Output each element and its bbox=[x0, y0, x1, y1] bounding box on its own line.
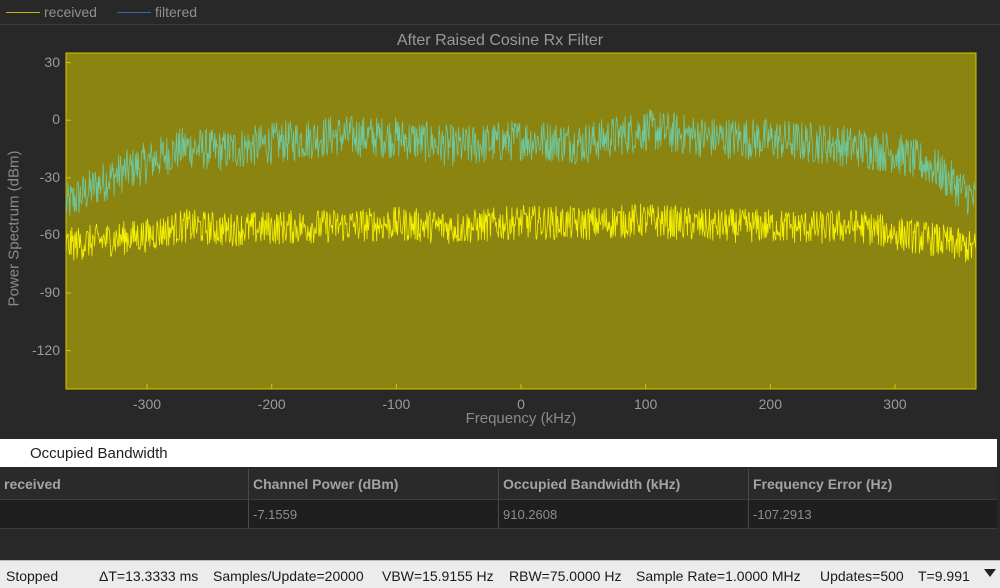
column-header-channel-power[interactable]: Channel Power (dBm) bbox=[248, 469, 498, 499]
table-row[interactable]: -7.1559 910.2608 -107.2913 bbox=[0, 500, 997, 529]
y-tick-label: -60 bbox=[39, 226, 60, 243]
legend-swatch-filtered bbox=[117, 11, 151, 13]
measurement-panel-title: Occupied Bandwidth bbox=[30, 445, 168, 462]
status-updates: Updates=500 bbox=[820, 568, 904, 584]
legend-swatch-received bbox=[6, 11, 40, 13]
status-sample-rate: Sample Rate=1.0000 MHz bbox=[636, 568, 801, 584]
x-tick-label: -200 bbox=[257, 396, 286, 412]
legend-label-filtered: filtered bbox=[155, 4, 198, 20]
status-dropdown-icon[interactable] bbox=[984, 569, 996, 577]
cell-channel-power: -7.1559 bbox=[248, 500, 498, 528]
measurement-table: received Channel Power (dBm) Occupied Ba… bbox=[0, 469, 997, 529]
series-line-filtered bbox=[65, 109, 977, 217]
status-state: Stopped bbox=[6, 568, 59, 584]
status-bar: Stopped ΔT=13.3333 ms Samples/Update=200… bbox=[0, 560, 1000, 588]
legend-item-filtered[interactable]: filtered bbox=[117, 4, 197, 20]
x-axis-label: Frequency (kHz) bbox=[465, 410, 577, 427]
y-tick-label: -120 bbox=[31, 341, 60, 358]
y-tick-label: -90 bbox=[39, 284, 60, 300]
y-tick-label: -30 bbox=[39, 168, 60, 185]
y-axis-label: Power Spectrum (dBm) bbox=[5, 150, 23, 307]
spectrum-display: After Raised Cosine Rx Filter 30 0 -30 -60-… bbox=[0, 25, 1000, 437]
x-tick-label: 100 bbox=[633, 396, 658, 412]
y-tick-label: 0 bbox=[52, 111, 60, 128]
x-tick-label: 0 bbox=[517, 396, 525, 412]
series-filtered bbox=[65, 109, 977, 217]
cell-trace bbox=[0, 500, 248, 528]
column-header-trace[interactable]: received bbox=[4, 476, 61, 492]
cell-frequency-error: -107.2913 bbox=[748, 500, 997, 528]
table-header-row: received Channel Power (dBm) Occupied Ba… bbox=[0, 469, 997, 500]
chart-title: After Raised Cosine Rx Filter bbox=[396, 32, 604, 49]
status-delta-t: ΔT=13.3333 ms bbox=[99, 568, 199, 584]
table-empty-area bbox=[0, 530, 1000, 558]
column-header-occupied-bandwidth[interactable]: Occupied Bandwidth (kHz) bbox=[498, 469, 748, 499]
cell-occupied-bandwidth: 910.2608 bbox=[498, 500, 748, 528]
y-tick-label: 30 bbox=[44, 53, 60, 70]
legend-bar: received filtered bbox=[0, 0, 1000, 25]
legend-item-received[interactable]: received bbox=[6, 4, 97, 20]
legend-label-received: received bbox=[44, 4, 97, 20]
x-tick-label: -100 bbox=[382, 396, 411, 412]
series-line-received bbox=[65, 203, 977, 263]
x-tick-label: 200 bbox=[758, 396, 782, 412]
column-header-frequency-error[interactable]: Frequency Error (Hz) bbox=[748, 469, 997, 499]
status-samples-per-update: Samples/Update=20000 bbox=[213, 568, 364, 584]
x-tick-label: -300 bbox=[133, 396, 162, 412]
status-time: T=9.991 bbox=[918, 568, 970, 584]
spectrum-plot[interactable] bbox=[0, 25, 1000, 437]
x-tick-label: 300 bbox=[883, 396, 907, 412]
status-rbw: RBW=75.0000 Hz bbox=[509, 568, 622, 584]
measurement-panel-header: Occupied Bandwidth bbox=[0, 439, 997, 467]
status-vbw: VBW=15.9155 Hz bbox=[382, 568, 494, 584]
series-received bbox=[65, 203, 977, 263]
